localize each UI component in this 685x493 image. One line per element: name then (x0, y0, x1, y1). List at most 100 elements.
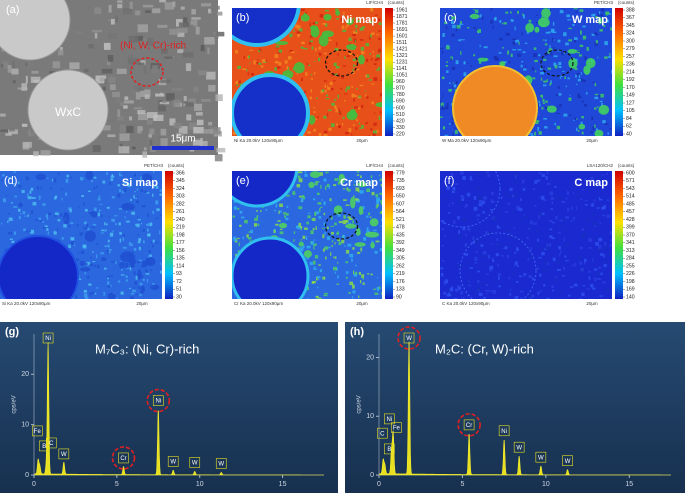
speckle (347, 222, 352, 225)
speckle (371, 32, 375, 36)
speckle (507, 50, 510, 55)
precipitate (278, 222, 288, 229)
speckle (152, 193, 154, 197)
speckle (237, 250, 240, 253)
speckle (489, 269, 492, 272)
speckle (546, 175, 549, 177)
grain (137, 110, 146, 115)
speckle (117, 280, 121, 283)
speckle (258, 50, 261, 53)
grain (142, 37, 147, 45)
grain (112, 91, 120, 97)
speckle (27, 214, 29, 218)
speckle (570, 220, 574, 222)
speckle (354, 65, 356, 67)
speckle (529, 220, 533, 225)
speckle (107, 281, 110, 286)
speckle (354, 106, 358, 109)
speckle (366, 188, 370, 192)
speckle (147, 213, 150, 218)
speckle (552, 257, 556, 262)
speckle (305, 11, 308, 14)
speckle (123, 233, 125, 238)
speckle (369, 216, 372, 218)
speckle (581, 100, 584, 103)
speckle (328, 127, 332, 131)
speckle (302, 235, 306, 240)
grain (123, 8, 132, 15)
speckle (330, 216, 333, 220)
speckle (563, 50, 565, 55)
grain (186, 114, 192, 121)
grain (22, 142, 30, 150)
speckle (565, 216, 569, 219)
speckle (88, 211, 92, 214)
speckle (239, 210, 243, 214)
speckle (495, 57, 499, 61)
colorbar-tick-label: 72 (176, 279, 182, 285)
speckle (306, 245, 311, 249)
speckle (531, 295, 535, 298)
speckle (378, 286, 381, 290)
speckle (106, 249, 110, 254)
speckle (599, 198, 603, 201)
speckle (325, 89, 327, 93)
speckle (322, 234, 325, 239)
speckle (497, 226, 501, 229)
speckle (307, 298, 309, 299)
speckle (65, 192, 68, 196)
carbide (0, 235, 79, 299)
speckle (606, 199, 609, 201)
speckle (579, 297, 582, 299)
spectrum-panel (0, 322, 338, 493)
speckle (130, 198, 132, 201)
speckle (482, 250, 487, 255)
speckle (20, 212, 22, 215)
speckle (596, 278, 601, 280)
speckle (346, 55, 350, 57)
speckle (0, 179, 3, 182)
x-tick-label: 0 (377, 481, 381, 488)
speckle (597, 56, 599, 59)
speckle (538, 131, 542, 135)
speckle (250, 229, 253, 234)
speckle (345, 271, 349, 274)
speckle (460, 23, 464, 25)
speckle (329, 198, 332, 202)
speckle (560, 250, 562, 254)
speckle (447, 192, 451, 195)
speckle (545, 54, 547, 56)
speckle (444, 21, 447, 25)
grain (2, 61, 9, 69)
speckle (544, 17, 549, 20)
speckle (69, 176, 72, 179)
grain (25, 75, 28, 84)
speckle (375, 240, 380, 243)
speckle (337, 212, 341, 217)
colorbar-tick-label: 690 (396, 99, 405, 105)
speckle (86, 223, 89, 228)
speckle (551, 285, 555, 289)
precipitate (298, 241, 304, 247)
speckle (325, 62, 328, 65)
grain (117, 2, 125, 5)
colorbar-tick-label: 780 (396, 92, 405, 98)
speckle (601, 102, 603, 107)
speckle (359, 279, 362, 284)
speckle (117, 193, 121, 198)
speckle (301, 41, 305, 45)
speckle (361, 26, 366, 29)
speckle (511, 19, 514, 22)
speckle (346, 23, 349, 28)
speckle (88, 283, 92, 286)
speckle (306, 236, 308, 241)
speckle (519, 290, 524, 293)
speckle (7, 220, 9, 223)
speckle (559, 9, 564, 14)
peak-label: B (387, 447, 391, 453)
speckle (576, 118, 578, 120)
speckle (297, 225, 301, 230)
speckle (351, 133, 353, 136)
peak-label-box (39, 440, 50, 452)
